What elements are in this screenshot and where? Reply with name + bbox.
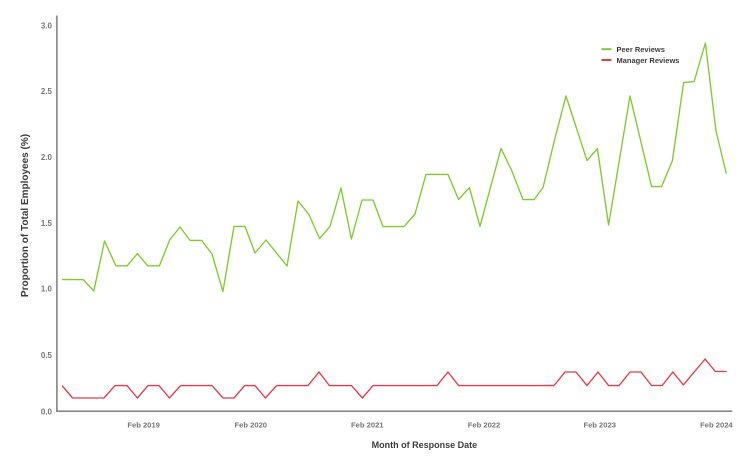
svg-text:Month of Response Date: Month of Response Date [372, 440, 478, 450]
svg-text:Proportion of Total Employees: Proportion of Total Employees (%) [20, 134, 31, 297]
svg-text:Feb 2020: Feb 2020 [235, 420, 268, 429]
svg-text:0.5: 0.5 [41, 351, 53, 360]
svg-text:Feb 2023: Feb 2023 [583, 420, 616, 429]
svg-text:3.0: 3.0 [41, 21, 53, 30]
svg-text:0.0: 0.0 [41, 407, 53, 416]
svg-text:Feb 2021: Feb 2021 [351, 420, 384, 429]
svg-text:2.0: 2.0 [41, 153, 53, 162]
svg-text:Peer Reviews: Peer Reviews [617, 45, 665, 54]
svg-text:1.5: 1.5 [41, 219, 53, 228]
svg-text:Feb 2019: Feb 2019 [127, 420, 160, 429]
svg-text:Feb 2022: Feb 2022 [468, 420, 501, 429]
svg-text:2.5: 2.5 [41, 87, 53, 96]
svg-text:1.0: 1.0 [41, 285, 53, 294]
svg-text:Manager Reviews: Manager Reviews [617, 56, 680, 65]
svg-text:Feb 2024: Feb 2024 [700, 420, 733, 429]
